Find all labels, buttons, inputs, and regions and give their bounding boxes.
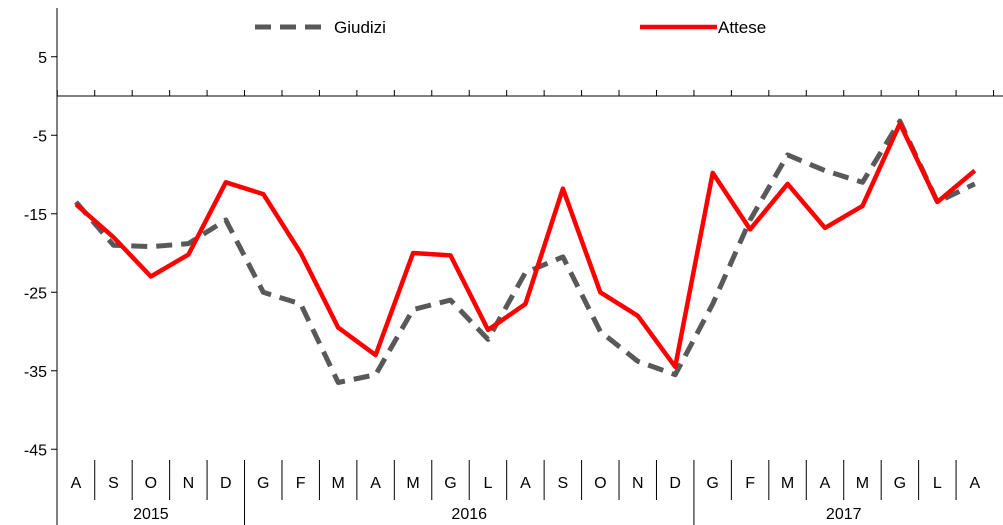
x-tick-label: S bbox=[108, 475, 119, 492]
x-tick-label: N bbox=[632, 475, 644, 492]
x-tick-label: A bbox=[71, 475, 82, 492]
year-label: 2015 bbox=[133, 506, 169, 523]
x-tick-label: M bbox=[331, 475, 344, 492]
year-label: 2016 bbox=[451, 506, 487, 523]
legend-label-attese: Attese bbox=[718, 18, 766, 37]
y-tick-label: 5 bbox=[38, 50, 47, 67]
series-line-attese bbox=[74, 121, 977, 370]
legend: Giudizi Attese bbox=[255, 18, 766, 37]
x-tick-label: G bbox=[257, 475, 269, 492]
x-tick-label: O bbox=[145, 475, 157, 492]
x-tick-label: G bbox=[444, 475, 456, 492]
x-tick-label: M bbox=[781, 475, 794, 492]
x-tick-label: A bbox=[820, 475, 831, 492]
x-tick-labels: A S O N D G F M A M G L A S O N D G F M A M G L A 2015 2016 2017 bbox=[71, 475, 981, 523]
y-tick-labels: 5 -5 -15 -25 -35 -45 bbox=[24, 50, 47, 460]
x-tick-label: A bbox=[370, 475, 381, 492]
x-tick-label: S bbox=[558, 475, 569, 492]
x-tick-label: A bbox=[969, 475, 980, 492]
chart-axes bbox=[51, 8, 1003, 525]
series-line-giudizi bbox=[74, 118, 976, 385]
x-tick-label: A bbox=[520, 475, 531, 492]
x-tick-label: M bbox=[856, 475, 869, 492]
x-tick-label: G bbox=[706, 475, 718, 492]
y-tick-label: -45 bbox=[24, 442, 47, 459]
y-tick-label: -35 bbox=[24, 364, 47, 381]
y-tick-label: -5 bbox=[33, 128, 47, 145]
x-tick-label: G bbox=[894, 475, 906, 492]
x-tick-label: O bbox=[594, 475, 606, 492]
x-tick-label: D bbox=[669, 475, 681, 492]
series-lines bbox=[74, 118, 977, 385]
legend-label-giudizi: Giudizi bbox=[334, 18, 386, 37]
y-tick-label: -15 bbox=[24, 207, 47, 224]
x-tick-label: D bbox=[220, 475, 232, 492]
year-label: 2017 bbox=[826, 506, 862, 523]
x-tick-label: L bbox=[933, 475, 942, 492]
x-tick-label: M bbox=[406, 475, 419, 492]
x-tick-label: N bbox=[183, 475, 195, 492]
x-tick-label: L bbox=[483, 475, 492, 492]
x-tick-label: F bbox=[745, 475, 755, 492]
x-tick-label: F bbox=[296, 475, 306, 492]
y-tick-label: -25 bbox=[24, 285, 47, 302]
